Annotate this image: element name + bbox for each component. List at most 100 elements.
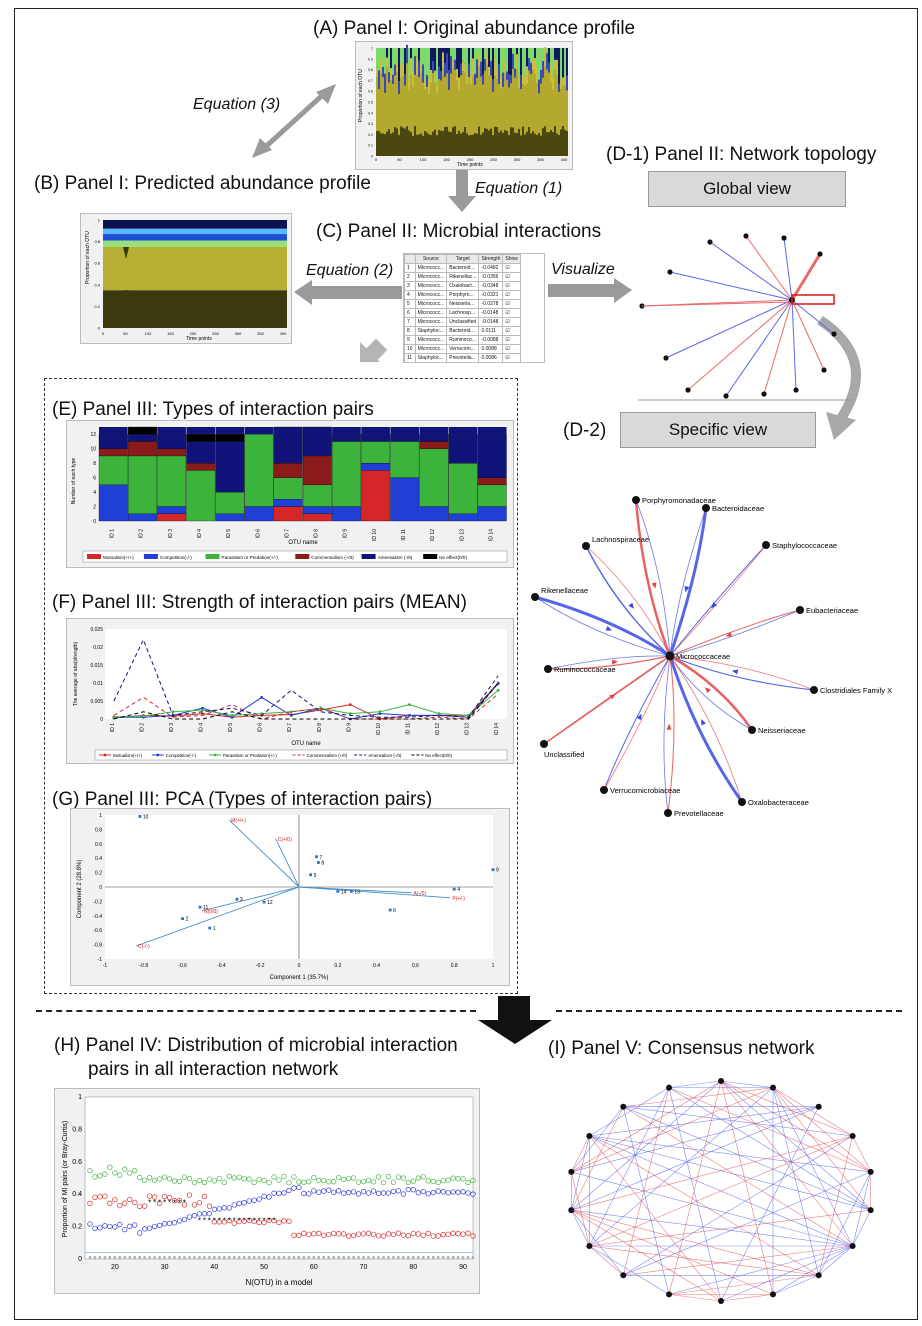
abundance-bar [512,68,514,128]
show-checkbox[interactable]: ☑ [502,281,521,291]
table-cell: -0.0148 [478,308,504,318]
x-tick-label: 300 [235,331,242,336]
red-point [400,1232,407,1238]
show-checkbox[interactable]: ☑ [502,353,521,362]
table-row[interactable]: 11 Staphyloc... Prevotella... 0.0086 ☑ [404,353,521,362]
interaction-table[interactable]: Source Target Strength Show 1 Micrococc... Bac… [404,254,521,364]
blue-point [301,1190,307,1197]
x-tick-label: -0.6 [178,963,187,969]
blue-point [336,1188,342,1194]
network-node [666,1084,673,1091]
table-header[interactable]: Show [502,254,521,264]
bottom-marker [203,1256,206,1259]
red-point [181,1202,188,1208]
green-point [226,1173,232,1180]
table-row[interactable]: 4 Micrococc... Porphyro... -0.0321 ☑ [404,290,521,300]
abundance-bar [430,69,432,83]
abundance-bar [424,48,426,79]
table-row[interactable]: 9 Micrococc... Ruminoco... -0.0088 ☑ [404,335,521,345]
legend-swatch [143,554,158,559]
show-checkbox[interactable]: ☑ [502,290,521,300]
abundance-bar [456,133,458,156]
show-checkbox[interactable]: ☑ [502,299,521,309]
table-row[interactable]: 12Staphyloc...Porphyro...0.0083☑ [405,363,521,364]
table-header[interactable]: Strength [478,254,504,264]
green-point [296,1179,302,1185]
red-point [261,1219,267,1226]
show-checkbox[interactable]: ☑ [503,363,521,364]
legend-entry: Parasitism or Predation(+/-) [223,753,277,758]
y-tick-label: 0.2 [368,133,373,137]
abundance-bar [428,134,430,156]
network-edge [745,235,793,301]
global-view-button[interactable]: Global view [648,171,846,207]
show-checkbox[interactable]: ☑ [502,317,521,327]
blue-point [132,1222,138,1228]
network-node [743,233,749,239]
blue-point [306,1191,312,1197]
blue-point [395,1188,402,1194]
blue-point [181,1216,188,1223]
network-edge [589,1135,871,1211]
abundance-bar [514,132,516,156]
table-row[interactable]: 8 Staphyloc... Bacteroid... 0.0111 ☑ [404,326,521,336]
node-label: Staphylococcaceae [772,541,837,550]
abundance-bar [506,131,508,156]
show-checkbox[interactable]: ☑ [502,326,521,336]
show-checkbox[interactable]: ☑ [502,308,521,318]
abundance-bar [434,70,436,83]
abundance-bar [394,48,396,65]
table-header[interactable]: Source [414,254,448,264]
network-edge [668,655,744,803]
bar-segment [127,513,157,522]
blue-point [87,1221,93,1227]
node-label: Oxalobacteraceae [748,798,809,807]
specific-view-button[interactable]: Specific view [620,412,816,448]
abundance-bar [552,89,554,133]
predicted-abundance-figure: Proportion of each OTU 0 50 100 150 200 250 30… [80,213,292,344]
network-edge [603,655,671,791]
bar-segment [302,484,332,507]
bottom-marker [153,1256,156,1259]
bar-segment [390,427,420,435]
abundance-bar [502,72,504,87]
edge-arrowhead [711,602,718,609]
abundance-bar [502,48,504,73]
red-point [380,1233,387,1239]
table-row[interactable]: 5 Micrococc... Neisseria... -0.0278 ☑ [404,299,521,309]
abundance-bar [552,48,554,76]
red-point [151,1194,158,1200]
blue-point [97,1225,103,1231]
table-header[interactable]: Target [446,254,480,264]
y-tick-label: 0.015 [90,663,103,669]
table-header[interactable] [404,254,416,264]
y-tick-label: 0.01 [93,681,103,687]
table-cell: 9 [404,335,416,345]
bottom-marker [257,1256,261,1259]
significance-star: * [248,1216,251,1225]
abundance-bar [524,76,526,87]
show-checkbox[interactable]: ☑ [502,344,521,354]
table-cell: 0.0088 [478,344,504,354]
red-point [201,1193,208,1199]
blue-point [281,1190,287,1196]
network-node [666,1291,673,1298]
table-row[interactable]: 2 Micrococc... Rikenellac... -0.0356 ☑ [404,272,521,282]
table-row[interactable]: 6 Micrococc... Lachnosp... -0.0148 ☑ [404,308,521,318]
abundance-bar [544,47,546,67]
abundance-bar [534,74,536,134]
bar-segment [186,463,216,471]
bar-segment [361,470,391,522]
network-edge [669,655,815,691]
blue-point [161,1221,168,1227]
table-row[interactable]: 1 Micrococc... Bacteroid... -0.0482 ☑ [404,263,521,273]
table-row[interactable]: 7 Micrococc... Unclassified -0.0148 ☑ [404,317,521,327]
show-checkbox[interactable]: ☑ [502,263,521,273]
green-point [122,1166,128,1172]
table-row[interactable]: 10 Micrococc... Verrucom... 0.0088 ☑ [404,344,521,354]
show-checkbox[interactable]: ☑ [502,335,521,345]
green-point [360,1178,367,1185]
table-row[interactable]: 3 Micrococc... Oxalobact... -0.0348 ☑ [404,281,521,291]
abundance-bar [526,66,528,85]
show-checkbox[interactable]: ☑ [502,272,521,282]
